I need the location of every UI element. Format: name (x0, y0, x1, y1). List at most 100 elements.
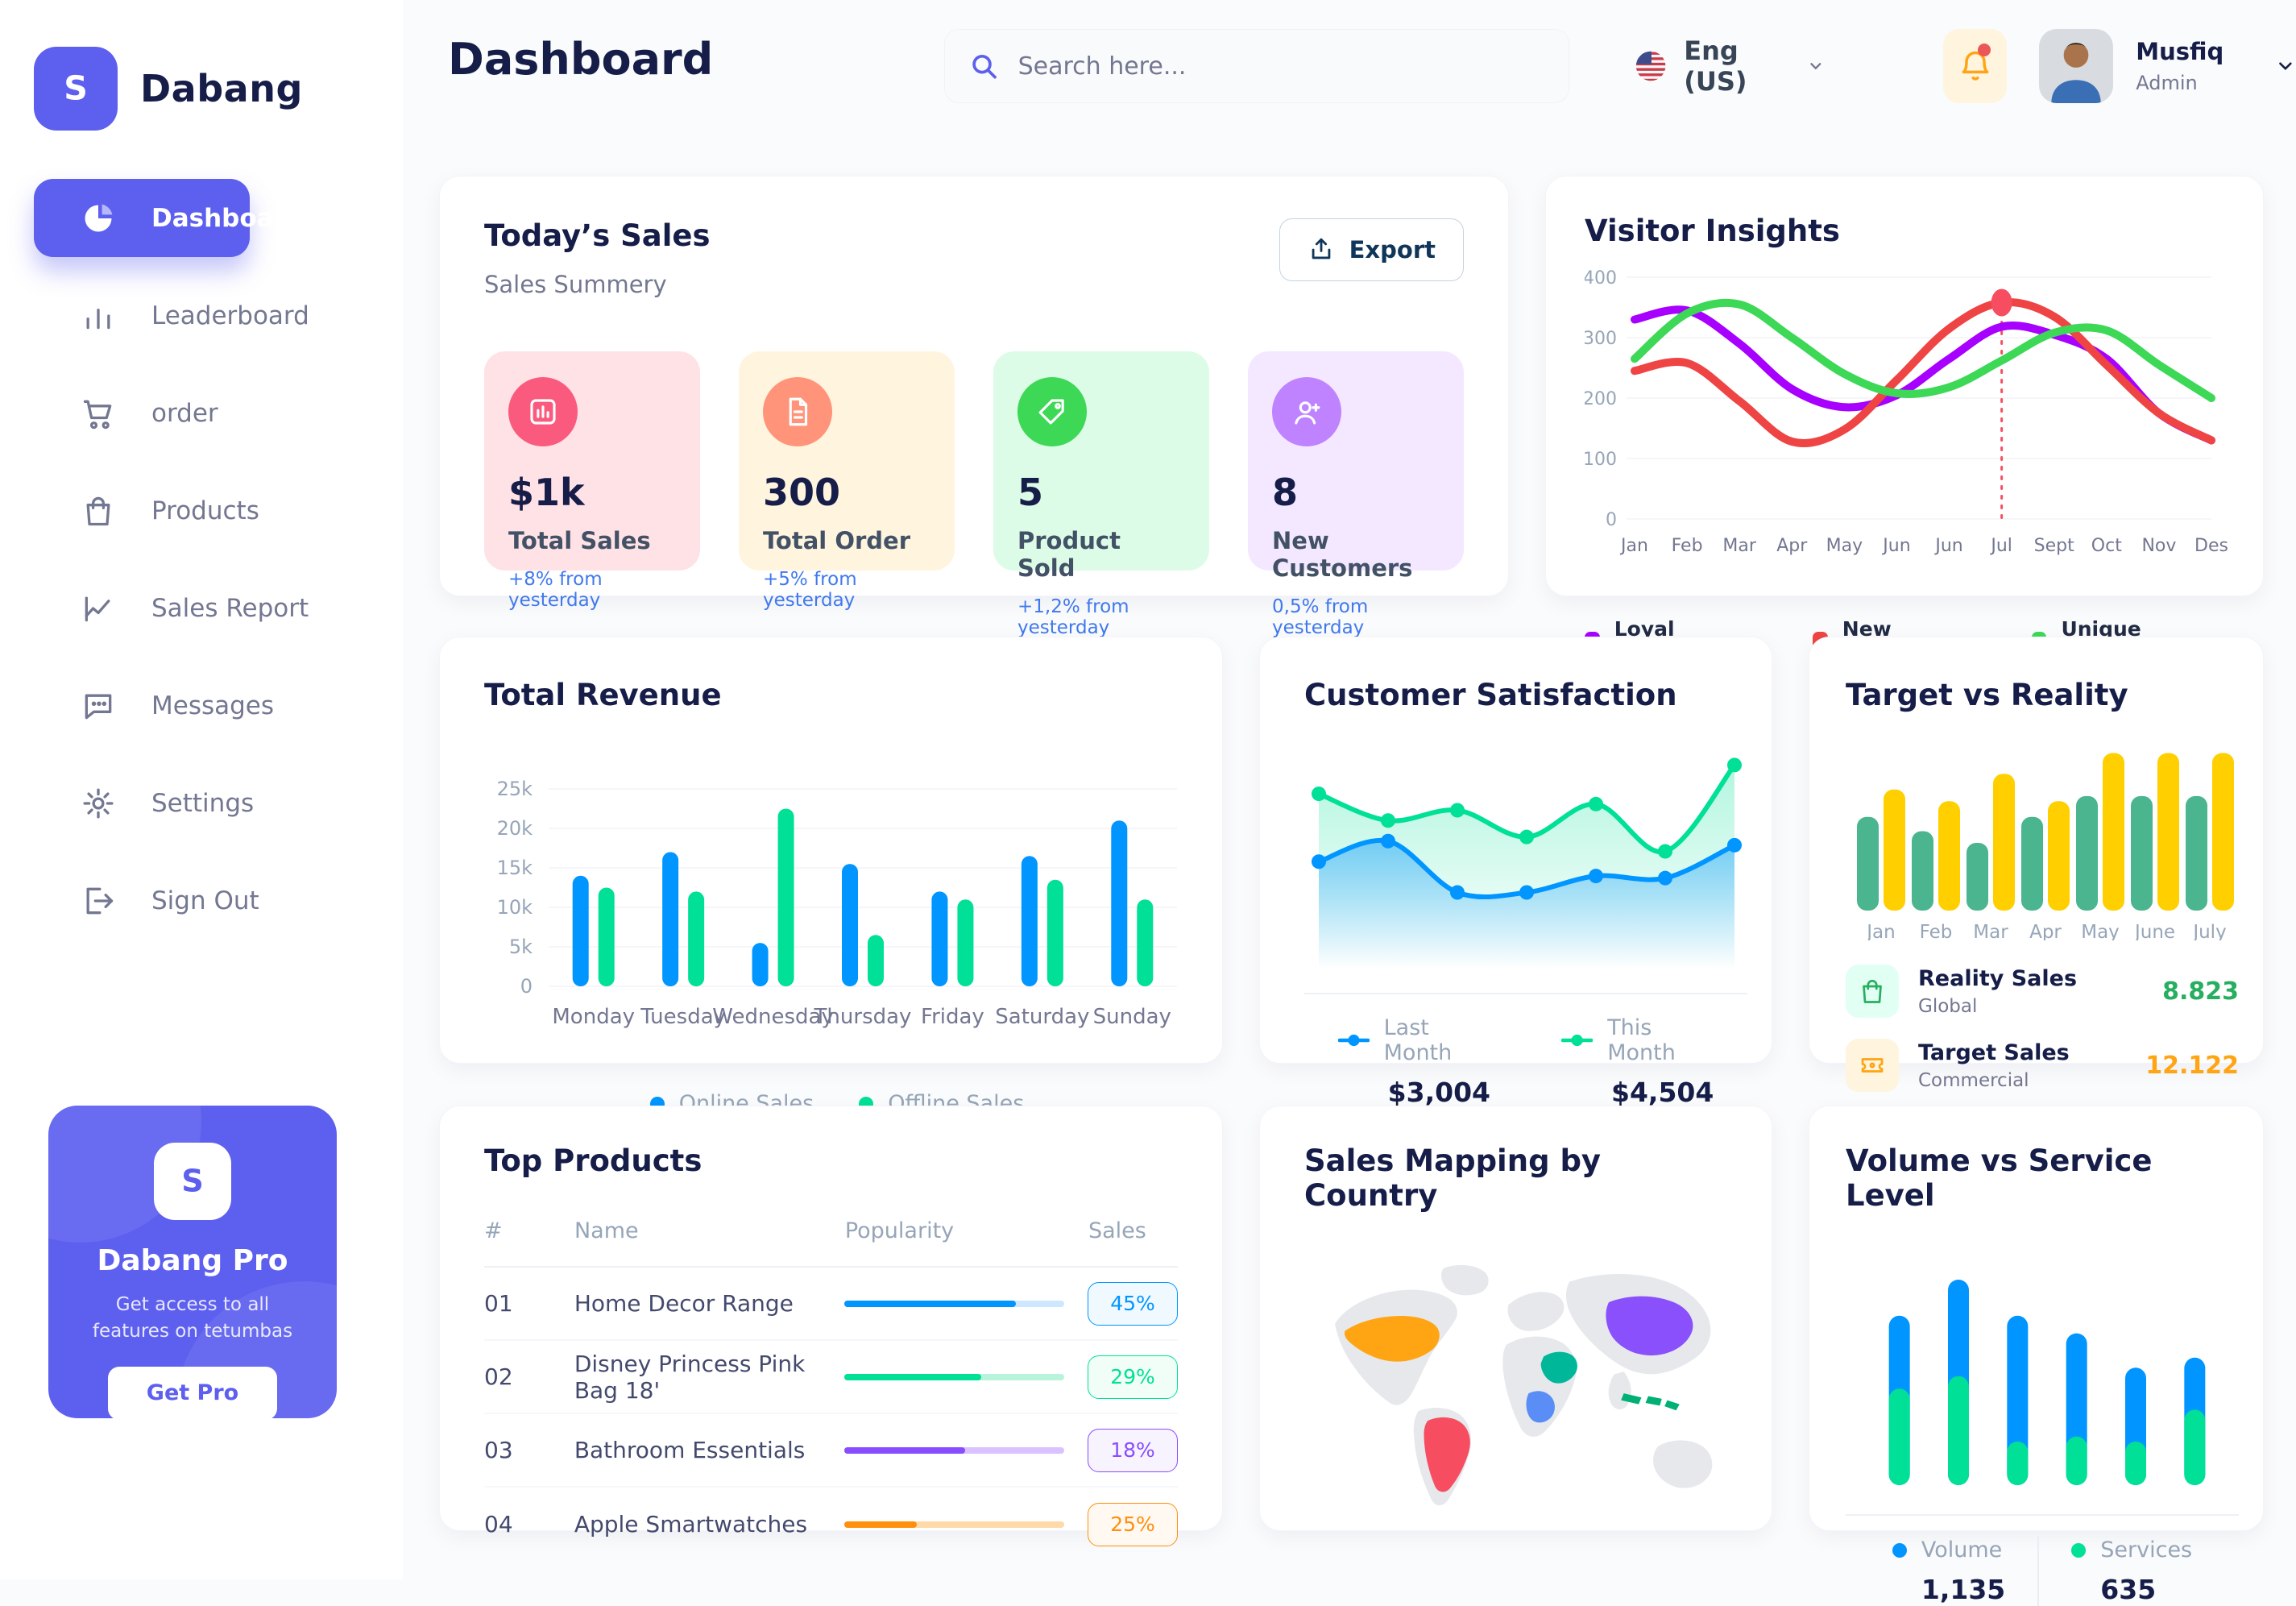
today-sales-card: Today’s Sales Sales Summery Export $1k T… (439, 176, 1509, 638)
sidebar-item-messages[interactable]: Messages (34, 666, 338, 745)
sidebar-item-order[interactable]: order (34, 374, 338, 452)
stat-trend: +8% from yesterday (508, 569, 603, 611)
legend-volume: Volume 1,135 (1860, 1538, 2037, 1605)
bar-chart-icon (81, 298, 116, 334)
sales-mapping-card: Sales Mapping by Country (1259, 1106, 1772, 1531)
product-row-04[interactable]: 04 Apple Smartwatches 25% (484, 1488, 1178, 1561)
avatar[interactable] (2039, 29, 2114, 103)
svg-text:0: 0 (520, 975, 533, 998)
product-rank: 02 (484, 1363, 513, 1390)
pro-logo-icon: S (154, 1143, 231, 1220)
stat-card-product-sold: 5 Product Sold +1,2% from yesterday (993, 351, 1209, 638)
sidebar-item-label: Dashboard (151, 203, 305, 233)
svg-text:June: June (2133, 922, 2175, 940)
svg-text:May: May (2081, 922, 2120, 940)
stat-value: 300 (763, 471, 841, 514)
today-sales-subtitle: Sales Summery (484, 271, 667, 298)
search-icon (972, 54, 997, 79)
search-input[interactable] (1017, 52, 1544, 81)
notifications-button[interactable] (1943, 29, 2008, 103)
svg-text:Jan: Jan (1865, 922, 1895, 940)
sidebar-item-label: Sign Out (151, 886, 259, 915)
top-products-rows: 01 Home Decor Range 45% 02 Disney Prince… (484, 1268, 1178, 1561)
svg-text:Des: Des (2194, 536, 2228, 556)
sidebar-item-settings[interactable]: Settings (34, 764, 338, 842)
top-products-card: Top Products # Name Popularity Sales 01 … (439, 1106, 1223, 1546)
product-row-01[interactable]: 01 Home Decor Range 45% (484, 1268, 1178, 1341)
product-sales-badge: 29% (1088, 1355, 1178, 1399)
svg-text:5k: 5k (509, 936, 533, 958)
product-row-02[interactable]: 02 Disney Princess Pink Bag 18' 29% (484, 1341, 1178, 1414)
sidebar-item-sales-report[interactable]: Sales Report (34, 569, 338, 647)
sales-mapping-title: Sales Mapping by Country (1304, 1143, 1602, 1213)
product-popularity-bar (844, 1521, 1088, 1528)
svg-text:Wednesday: Wednesday (712, 1005, 834, 1029)
search-bar[interactable] (944, 29, 1569, 103)
svg-text:10k: 10k (497, 896, 533, 919)
sidebar-item-products[interactable]: Products (34, 471, 338, 550)
svg-text:Mar: Mar (1973, 922, 2008, 940)
svg-text:Sept: Sept (2034, 536, 2074, 556)
target-vs-reality-legend: Reality Sales Global 8.823 Target Sales Co… (1846, 965, 2239, 1092)
product-rank: 04 (484, 1511, 513, 1538)
user-menu-chevron-icon[interactable] (2275, 54, 2296, 78)
stat-card-total-order: 300 Total Order +5% from yesterday (739, 351, 955, 611)
svg-text:Saturday: Saturday (995, 1005, 1089, 1029)
product-name: Disney Princess Pink Bag 18' (574, 1350, 806, 1404)
visitor-insights-chart: 0 100 200 300 400 Jan Feb Mar Apr May Jun Jun Jul Sep… (1583, 248, 2231, 664)
tag-icon (1017, 377, 1087, 446)
stat-card-new-customers: 8 New Customers 0,5% from yesterday (1248, 351, 1464, 638)
svg-text:Sunday: Sunday (1093, 1005, 1171, 1029)
sidebar-item-sign-out[interactable]: Sign Out (34, 861, 338, 940)
product-name: Apple Smartwatches (574, 1511, 808, 1538)
legend-this-month: This Month $4,504 (1526, 1015, 1749, 1108)
user-info[interactable]: Musfiq Admin (2136, 38, 2223, 94)
product-row-03[interactable]: 03 Bathroom Essentials 18% (484, 1414, 1178, 1488)
svg-text:S: S (64, 68, 88, 107)
export-button[interactable]: Export (1279, 218, 1464, 281)
brand-name: Dabang (140, 67, 303, 110)
pro-card-title: Dabang Pro (97, 1244, 288, 1277)
brand-logo-icon: S (34, 47, 118, 131)
stat-label: Product Sold (1017, 527, 1121, 582)
gear-icon (81, 786, 116, 821)
svg-text:20k: 20k (497, 817, 533, 840)
sidebar-item-label: Sales Report (151, 593, 309, 623)
svg-text:Nov: Nov (2141, 536, 2176, 556)
ticket-icon (1846, 1039, 1899, 1092)
language-selector[interactable]: Eng (US) (1635, 35, 1824, 97)
get-pro-button[interactable]: Get Pro (108, 1366, 277, 1418)
svg-text:Apr: Apr (1776, 536, 1808, 556)
svg-text:200: 200 (1585, 389, 1617, 409)
user-name: Musfiq (2136, 38, 2224, 65)
svg-text:25k: 25k (497, 778, 533, 800)
svg-text:Jun: Jun (1933, 536, 1962, 556)
total-revenue-chart: 0 5k 10k 15k 20k 25k Monday Tuesday Wednesday Thu… (484, 712, 1190, 1116)
svg-text:300: 300 (1585, 329, 1617, 349)
product-popularity-bar (844, 1446, 1088, 1454)
svg-text:July: July (2191, 922, 2226, 940)
svg-text:Feb: Feb (1672, 536, 1703, 556)
pie-chart-icon (81, 201, 116, 236)
svg-text:Tuesday: Tuesday (640, 1005, 726, 1029)
svg-text:Oct: Oct (2091, 536, 2122, 556)
legend-services: Services 635 (2039, 1538, 2224, 1605)
page-title: Dashboard (448, 34, 714, 85)
sign-out-icon (81, 883, 116, 919)
svg-text:Monday: Monday (552, 1005, 635, 1029)
svg-text:May: May (1826, 536, 1863, 556)
sidebar-item-leaderboard[interactable]: Leaderboard (34, 276, 338, 355)
today-sales-title: Today’s Sales (484, 218, 711, 253)
new-customer-icon (1272, 377, 1341, 446)
svg-text:S: S (181, 1163, 204, 1199)
bag-icon (1846, 965, 1899, 1018)
stat-trend: 0,5% from yesterday (1272, 596, 1369, 638)
svg-text:Mar: Mar (1722, 536, 1756, 556)
target-vs-reality-title: Target vs Reality (1846, 678, 2128, 712)
sidebar-item-label: order (151, 398, 218, 428)
stat-trend: +5% from yesterday (763, 569, 857, 611)
customer-satisfaction-chart: Last Month $3,004 This Month $4,504 (1304, 712, 1747, 1108)
product-popularity-bar (844, 1300, 1088, 1307)
sidebar-item-dashboard[interactable]: Dashboard (34, 179, 304, 257)
product-popularity-bar (844, 1373, 1088, 1380)
